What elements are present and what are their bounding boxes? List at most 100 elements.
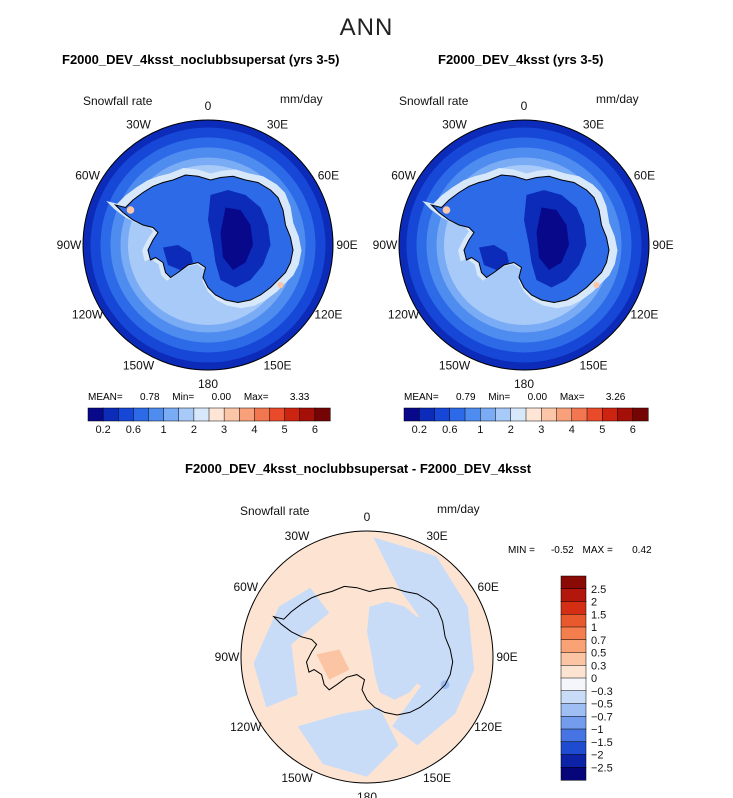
panel-2-colorbar-swatch [403,407,420,422]
panel-3-colorbar-swatch [560,614,587,628]
panel-2-colorbar-label: 1 [477,424,483,436]
panel-2-colorbar-swatch [632,407,649,422]
panel-3-negative-region [297,707,399,777]
panel-2-min-label: Min= [488,392,511,403]
panel-1-colorbar-label: 2 [191,424,197,436]
panel-3-colorbar: 2.521.510.70.50.30−0.3−0.5−0.7−1−1.5−2−2… [560,575,613,781]
panel-3-colorbar-swatch [560,703,587,717]
panel-3-colorbar-label: 0.7 [591,635,606,647]
panel-1-colorbar-swatch [118,407,134,422]
panel-2-colorbar-swatch [571,407,588,422]
panel-1-colorbar-swatch [239,407,255,422]
panel-2-units-label: mm/day [596,92,639,106]
panel-3-east-plateau [367,601,430,700]
panel-2-colorbar-swatch [541,407,558,422]
panel-1-colorbar-label: 1 [161,424,167,436]
panel-3-negative-region [253,587,330,708]
panel-2-map-border [398,119,650,371]
panel-2-lon-label: 60W [391,169,416,183]
panel-2-lon-label: 120W [388,308,420,322]
panel-3-lon-label: 30W [285,529,310,543]
panel-1-colorbar-swatch [163,407,180,422]
panel-3-lon-label: 60W [233,580,258,594]
panel-3-colorbar-label: 0.5 [591,648,606,660]
panel-3-stats: MIN = -0.52 MAX = 0.42 [508,545,652,556]
panel-3-colorbar-label: 2 [591,597,597,609]
panel-1-colorbar-swatch [133,407,150,422]
panel-1-lon-label: 60E [318,169,339,183]
panel-2-stats: MEAN= 0.79 Min= 0.00 Max= 3.26 [404,392,625,403]
panel-3-max-value: 0.42 [632,545,652,556]
panel-3-colorbar-swatch [560,741,587,756]
panel-2-colorbar-label: 0.2 [412,424,427,436]
panel-2-colorbar-swatch [480,407,497,422]
panel-2-colorbar-label: 0.6 [442,424,457,436]
panel-3-colorbar-label: −0.3 [591,686,613,698]
panel-2-title: F2000_DEV_4ksst (yrs 3-5) [438,52,604,67]
panel-3-lon-label: 150E [423,771,451,785]
panel-1-colorbar-label: 4 [251,424,257,436]
panel-2-colorbar-label: 2 [508,424,514,436]
panel-2-polar-map [398,119,650,371]
panel-3-colorbar-label: −1.5 [591,737,613,749]
panel-3-colorbar-swatch [560,728,587,743]
panel-2-colorbar-swatch [434,407,451,422]
panel-1-stats: MEAN= 0.78 Min= 0.00 Max= 3.33 [88,392,309,403]
panel-3-lon-label: 120E [474,720,502,734]
panel-2-colorbar-label: 5 [599,424,605,436]
panel-1-colorbar-swatch [314,407,331,422]
panel-2-colorbar-label: 3 [538,424,544,436]
panel-3-variable-label: Snowfall rate [240,504,310,518]
panel-2-colorbar-swatch [525,407,542,422]
panel-2-mean-label: MEAN= [404,392,439,403]
panel-1-lon-label: 150W [123,358,155,372]
panel-1-lon-label: 120W [72,308,104,322]
panel-1-colorbar-swatch [254,407,271,422]
panel-1-polar-map [82,119,334,371]
panel-1-map-border [82,119,334,371]
panel-1-colorbar-swatch [148,407,165,422]
panel-1-lon-label: 90W [57,238,82,252]
panel-3-colorbar-swatch [560,716,587,730]
panel-3-colorbar-swatch [560,767,587,781]
panel-1-colorbar-label: 0.2 [95,424,110,436]
panel-2-colorbar-swatch [510,407,527,422]
panel-1-colorbar-swatch [269,407,286,422]
panel-1-colorbar: 0.2 0.6 1 2 3 4 5 6 [87,407,331,436]
panel-3-colorbar-label: 0 [591,673,597,685]
panel-2-lon-label: 30E [583,118,604,132]
panel-1-colorbar-swatch [284,407,301,422]
panel-1-colorbar-label: 3 [221,424,227,436]
panel-1-mean-label: MEAN= [88,392,123,403]
panel-3-negative-region [373,537,475,746]
panel-3-colorbar-label: −2.5 [591,762,613,774]
panel-2-colorbar-swatch [419,407,436,422]
panel-1-colorbar-swatch [193,407,210,422]
panel-3-colorbar-swatch [560,639,587,654]
panel-1-colorbar-swatch [178,407,195,422]
panel-3-colorbar-swatch [560,652,587,666]
panel-1-max-value: 3.33 [289,392,310,403]
panel-1-coast-peak [277,281,284,289]
panel-1-lon-label: 30E [267,118,288,132]
panel-2-colorbar-swatch [495,407,512,422]
panel-2-lon-label: 0 [521,99,528,113]
main-title: ANN [339,14,394,41]
panel-2-colorbar-swatch [586,407,603,422]
panel-1-colorbar-swatch [87,407,104,422]
panel-2-colorbar-swatch [464,407,481,422]
panel-1-colorbar-label: 5 [282,424,288,436]
panel-3-lon-label: 60E [478,580,499,594]
panel-2-colorbar-swatch [617,407,634,422]
panel-3-lon-label: 90W [215,650,240,664]
panel-2-colorbar: 0.2 0.6 1 2 3 4 5 6 [403,407,649,436]
panel-2-mean-value: 0.79 [456,392,476,403]
panel-3-colorbar-swatch [560,601,587,615]
panel-2-lon-label: 90W [373,238,398,252]
panel-3-colorbar-label: 2.5 [591,584,606,596]
panel-2-colorbar-label: 4 [569,424,575,436]
panel-1-colorbar-label: 0.6 [126,424,141,436]
panel-1-west-core [163,245,193,270]
panel-3-min-label: MIN = [508,545,535,556]
